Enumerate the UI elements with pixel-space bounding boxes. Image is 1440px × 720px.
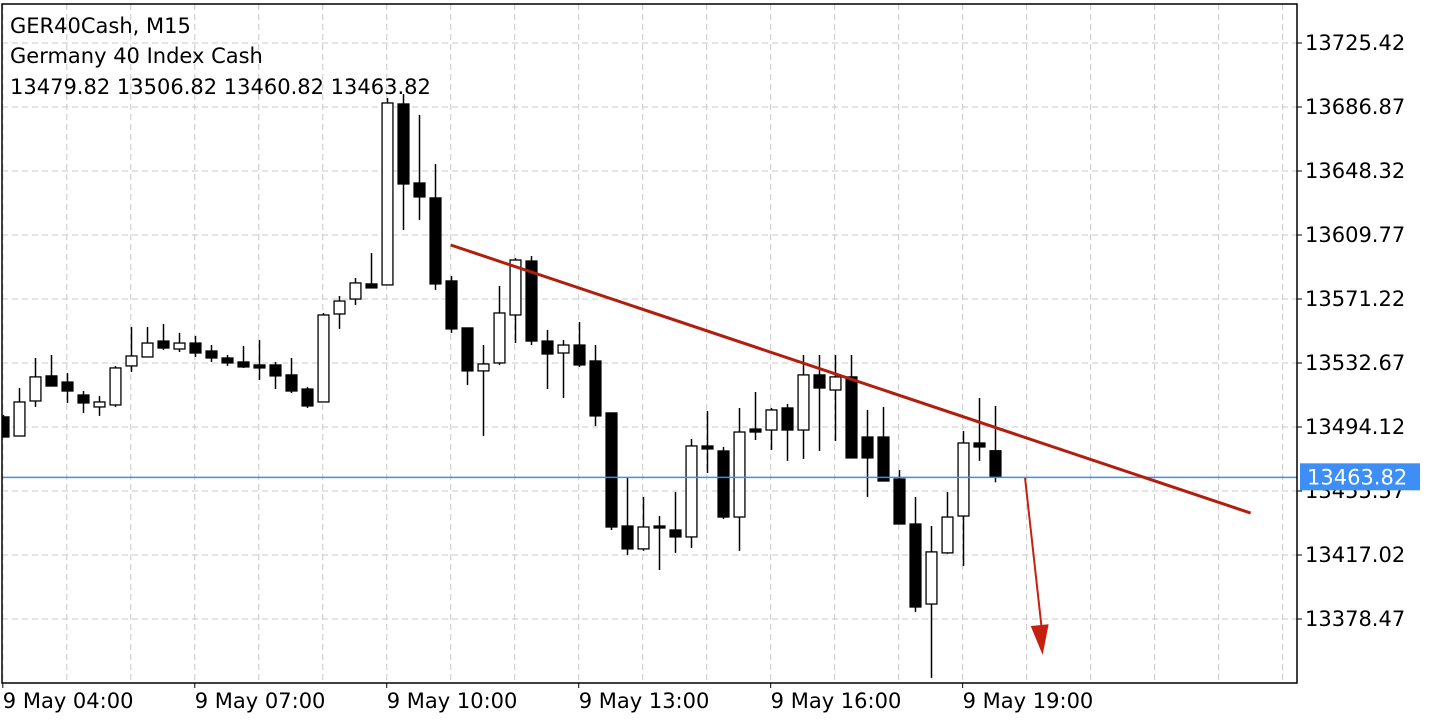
candle-body (589, 360, 602, 417)
ohlc-close: 13463.82 (331, 75, 431, 99)
plot (2, 94, 1297, 678)
candle-body (29, 376, 42, 402)
ohlc-header: 13479.82 13506.82 13460.82 13463.82 (10, 75, 431, 99)
y-tick-label: 13494.12 (1305, 415, 1405, 439)
x-tick-label: 9 May 10:00 (387, 689, 518, 713)
candle-body (573, 344, 586, 366)
candle-body (925, 551, 938, 605)
candle-body (621, 525, 634, 550)
x-tick-label: 9 May 19:00 (963, 689, 1094, 713)
candle-body (477, 363, 490, 372)
candle-body (413, 182, 426, 198)
candle-body (765, 409, 778, 431)
price-tag-label: 13463.82 (1307, 465, 1407, 489)
x-tick-label: 9 May 07:00 (195, 689, 326, 713)
candle-body (509, 259, 522, 316)
candle-body (861, 436, 874, 459)
candle-body (173, 342, 186, 350)
candle-body (605, 412, 618, 528)
candle-body (237, 361, 250, 368)
candle-body (557, 344, 570, 354)
candle-body (365, 283, 378, 289)
grid (2, 4, 1297, 683)
y-tick-label: 13648.32 (1305, 159, 1405, 183)
chart-title: GER40Cash, M15 (10, 14, 191, 38)
x-tick-label: 9 May 04:00 (3, 689, 134, 713)
candle-body (637, 526, 650, 550)
ohlc-low: 13460.82 (224, 75, 324, 99)
candle-body (221, 357, 234, 364)
arrow-shaft (1024, 477, 1044, 638)
candle-body (893, 478, 906, 525)
candle-body (957, 442, 970, 517)
y-tick-label: 13725.42 (1305, 31, 1405, 55)
candle-body (61, 381, 74, 392)
y-tick-label: 13378.47 (1305, 607, 1405, 631)
candle-body (349, 282, 362, 300)
candle-body (397, 103, 410, 185)
candle-body (285, 374, 298, 392)
candle-body (125, 355, 138, 367)
candle-body (45, 375, 58, 387)
candle-body (541, 340, 554, 355)
candle-body (77, 394, 90, 404)
candle-body (669, 529, 682, 538)
price-tag (1300, 463, 1420, 491)
x-tick-label: 9 May 13:00 (579, 689, 710, 713)
candle-body (781, 407, 794, 431)
candle-body (797, 374, 810, 431)
ohlc-high: 13506.82 (117, 75, 217, 99)
candle-body (109, 367, 122, 406)
candle-body (717, 450, 730, 518)
candle-body (253, 364, 266, 369)
candle-body (845, 376, 858, 459)
axes: 13725.42 13686.87 13648.32 13609.77 13571.22… (2, 31, 1420, 713)
candle-body (445, 280, 458, 330)
candle-body (333, 300, 346, 315)
candle-body (685, 445, 698, 538)
candle-body (653, 525, 666, 529)
ohlc-open: 13479.82 (10, 75, 110, 99)
candle-body (317, 314, 330, 403)
arrow-head (1030, 624, 1049, 655)
x-tick-label: 9 May 16:00 (771, 689, 902, 713)
candle-body (13, 401, 26, 437)
candle-body (813, 374, 826, 389)
candle-body (941, 516, 954, 554)
candle-body (733, 431, 746, 518)
candle-body (909, 523, 922, 608)
candle-body (2, 416, 10, 438)
candle-body (525, 260, 538, 342)
candle-body (429, 197, 442, 285)
candle-body (829, 376, 842, 391)
candle-body (461, 327, 474, 372)
trend-line (450, 243, 1252, 515)
plot-frame (1, 3, 1298, 684)
y-tick-label: 13609.77 (1305, 223, 1405, 247)
candle-body (877, 436, 890, 482)
candle-body (381, 102, 394, 286)
y-tick-label: 13532.67 (1305, 351, 1405, 375)
candle-body (301, 388, 314, 407)
y-tick-label: 13686.87 (1305, 95, 1405, 119)
candle-body (189, 342, 202, 354)
candle-body (749, 428, 762, 433)
y-tick-label: 13417.02 (1305, 543, 1405, 567)
candle-body (989, 450, 1002, 478)
candle-body (701, 445, 714, 450)
candle-body (93, 401, 106, 408)
y-tick-label: 13571.22 (1305, 287, 1405, 311)
candle-body (141, 342, 154, 358)
candle-body (269, 364, 282, 377)
candle-body (205, 350, 218, 359)
candle-body (157, 340, 170, 349)
candle-body (493, 312, 506, 364)
chart-subtitle: Germany 40 Index Cash (10, 44, 263, 68)
candle-body (973, 442, 986, 448)
